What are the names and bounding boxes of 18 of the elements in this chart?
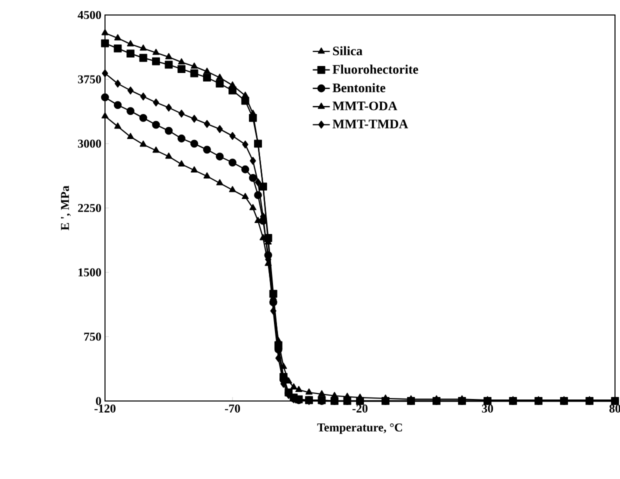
legend-label: MMT-ODA bbox=[332, 102, 398, 110]
x-tick-label: -120 bbox=[94, 404, 116, 413]
y-tick-label: 750 bbox=[84, 332, 102, 341]
y-tick-label: 0 bbox=[96, 396, 102, 406]
y-tick-label: 3750 bbox=[78, 75, 102, 84]
y-tick-label: 4500 bbox=[78, 10, 102, 20]
y-tick-label: 3000 bbox=[78, 140, 102, 148]
x-tick-label: 30 bbox=[482, 404, 494, 413]
x-axis-title: Temperature, °C bbox=[317, 423, 402, 434]
y-tick-label: 2250 bbox=[78, 204, 102, 212]
legend-label: MMT-TMDA bbox=[332, 120, 408, 128]
x-tick-label: -70 bbox=[224, 404, 240, 413]
legend-label: Bentonite bbox=[332, 83, 386, 92]
legend-label: Silica bbox=[333, 46, 362, 56]
x-tick-label: -20 bbox=[352, 404, 368, 413]
y-axis-title: E ', MPa bbox=[61, 186, 71, 230]
legend-label: Fluorohectorite bbox=[332, 64, 418, 74]
y-tick-label: 1500 bbox=[78, 268, 102, 276]
